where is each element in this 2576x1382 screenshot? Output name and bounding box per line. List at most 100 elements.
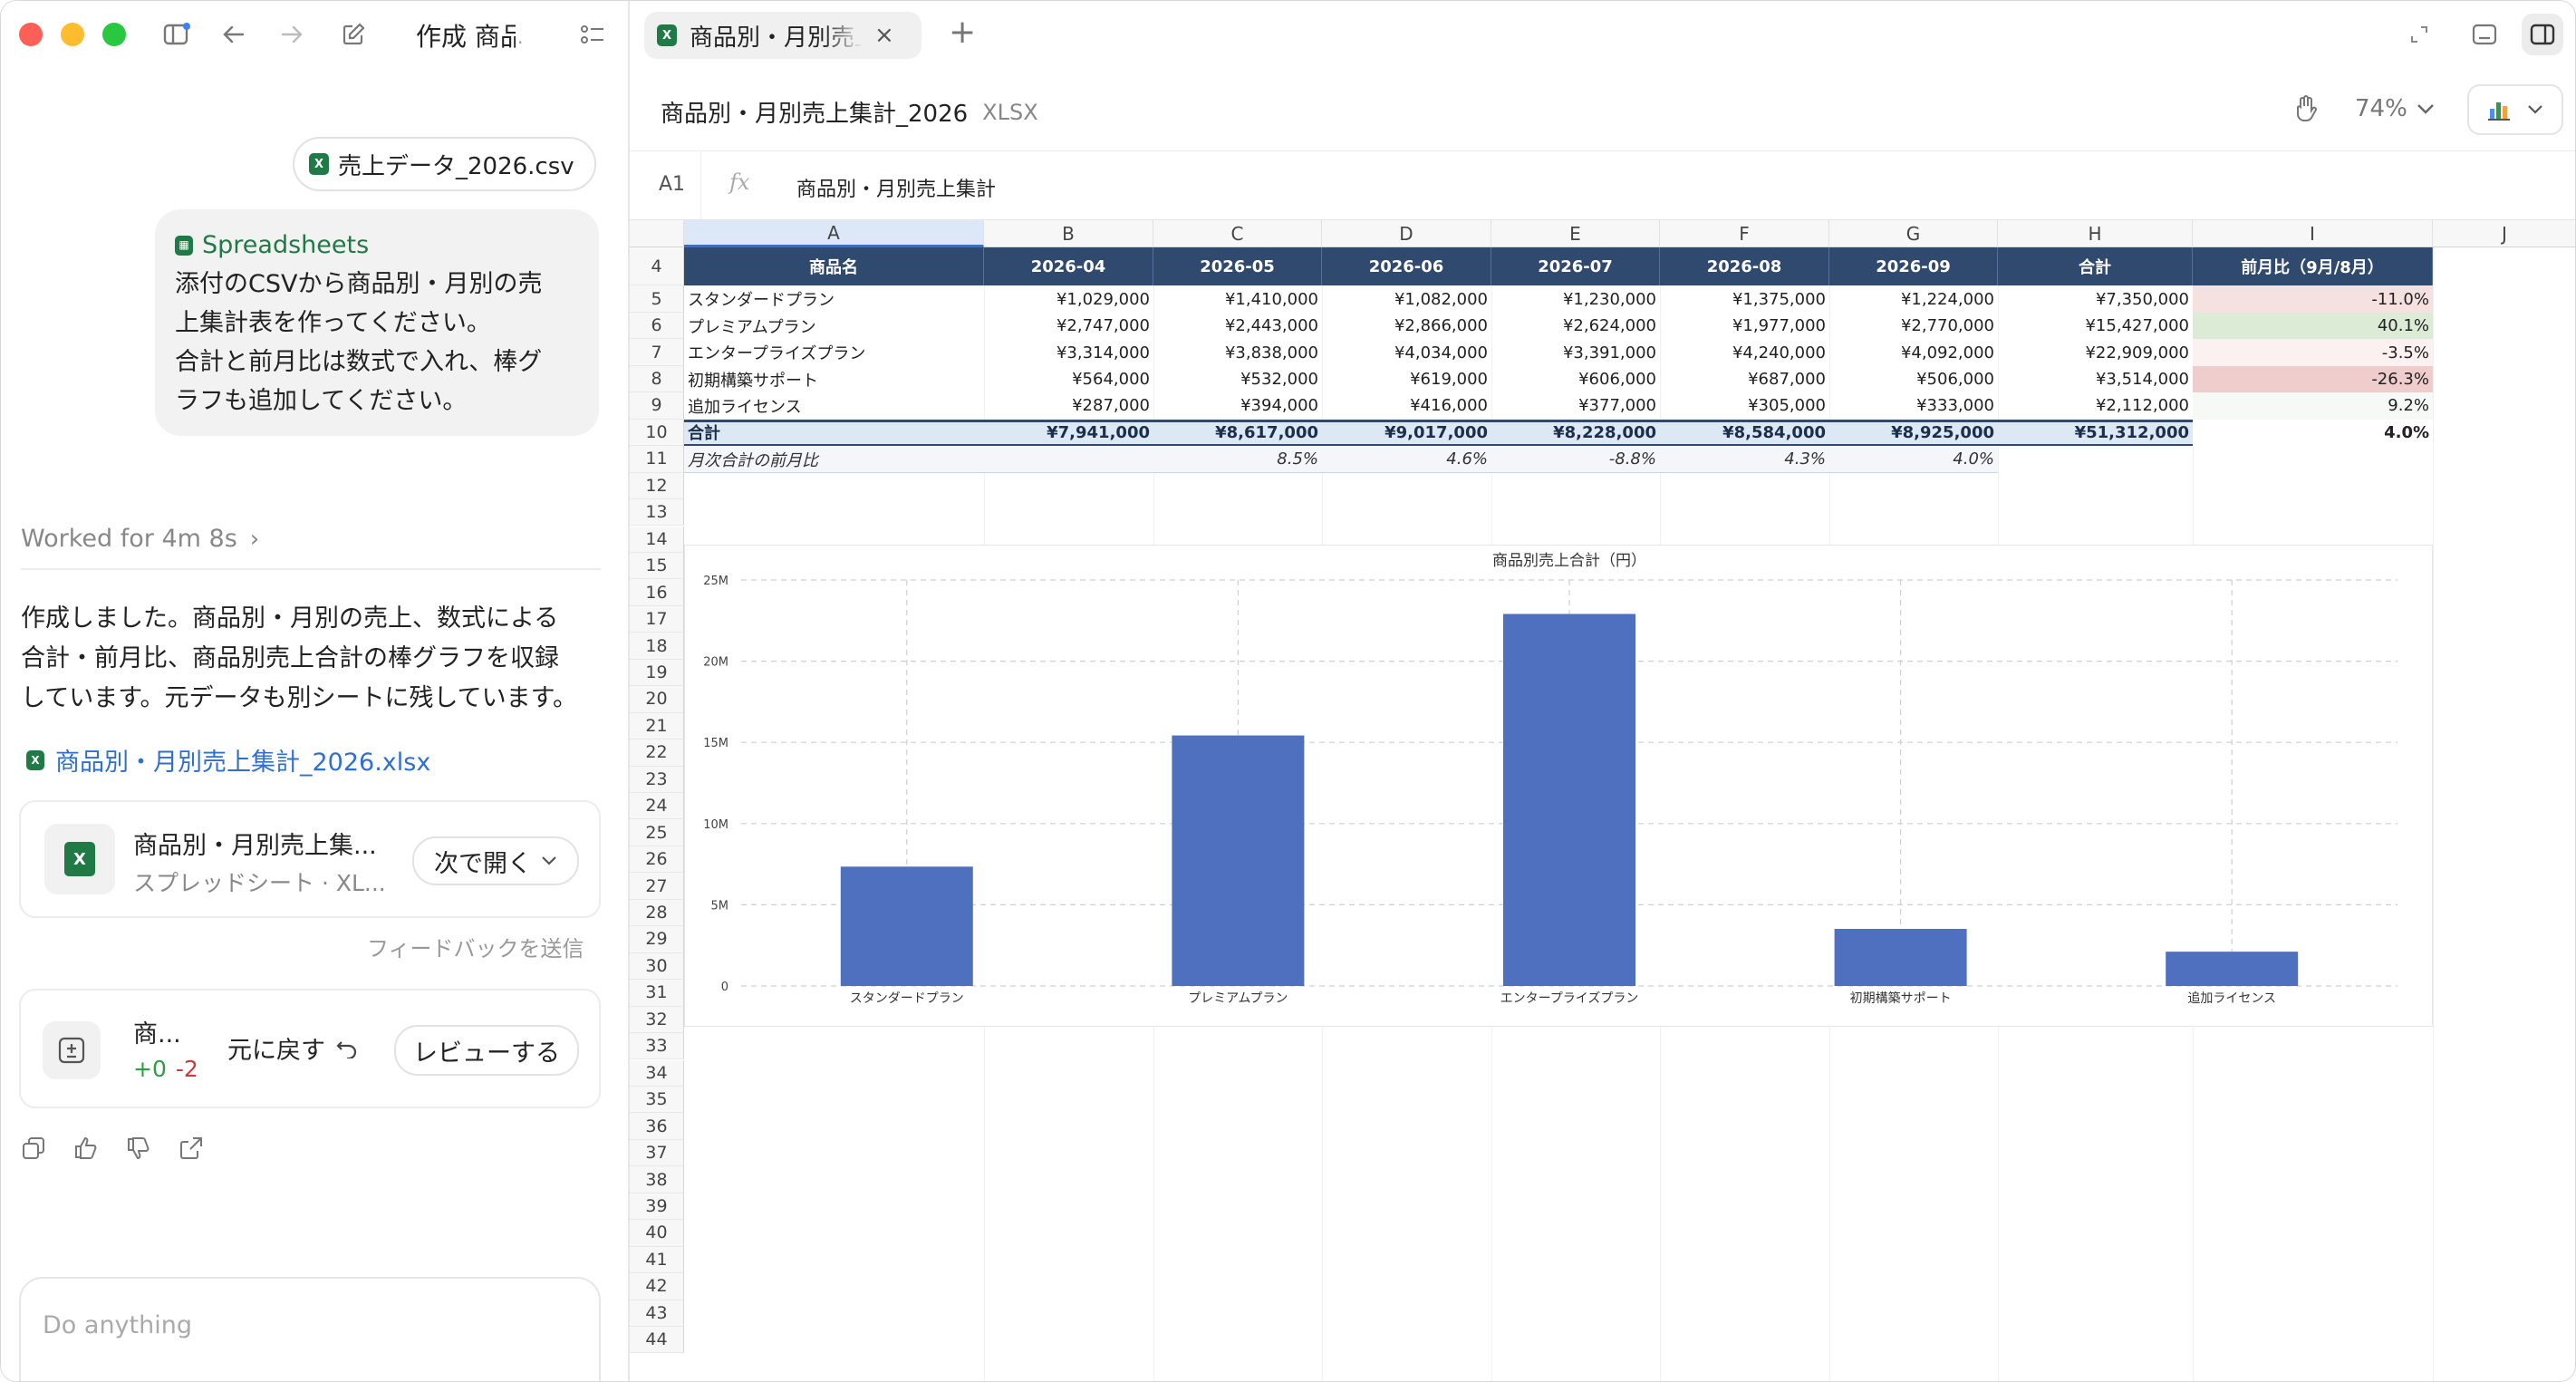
sales-value-cell[interactable]: ¥1,375,000: [1732, 289, 1826, 309]
monthly-mom-cell[interactable]: 4.3%: [1784, 449, 1826, 469]
row-header[interactable]: 6: [630, 312, 684, 340]
side-panel-toggle-icon[interactable]: [2522, 14, 2563, 55]
row-header[interactable]: 30: [630, 952, 684, 981]
column-header-i[interactable]: I: [2193, 220, 2433, 247]
product-name-cell[interactable]: 初期構築サポート: [688, 371, 818, 391]
column-header-g[interactable]: G: [1829, 220, 1998, 247]
row-header[interactable]: 18: [630, 633, 684, 660]
row-header[interactable]: 13: [630, 499, 684, 527]
mom-cell[interactable]: -3.5%: [2193, 339, 2433, 366]
row-header[interactable]: 28: [630, 899, 684, 927]
row-header[interactable]: 42: [630, 1273, 684, 1300]
row-header[interactable]: 9: [630, 392, 684, 420]
hand-tool-icon[interactable]: [2288, 92, 2324, 128]
thumbs-up-icon[interactable]: [73, 1136, 99, 1161]
row-header[interactable]: 36: [630, 1113, 684, 1140]
sales-value-cell[interactable]: ¥2,443,000: [1224, 316, 1318, 336]
product-name-cell[interactable]: スタンダードプラン: [688, 291, 835, 311]
maximize-window-button[interactable]: [102, 23, 126, 46]
close-tab-icon[interactable]: ×: [874, 22, 894, 49]
row-header[interactable]: 7: [630, 339, 684, 366]
minimize-window-button[interactable]: [61, 23, 84, 46]
forward-arrow-icon[interactable]: [276, 19, 307, 50]
sales-value-cell[interactable]: ¥333,000: [1916, 396, 1994, 416]
sales-value-cell[interactable]: ¥4,240,000: [1732, 343, 1826, 362]
corner-cell[interactable]: [630, 220, 684, 247]
mom-cell[interactable]: 9.2%: [2193, 392, 2433, 420]
row-header[interactable]: 20: [630, 686, 684, 713]
sales-value-cell[interactable]: ¥3,514,000: [2095, 370, 2189, 390]
sheet-grid[interactable]: 商品別売上合計（円） 0 5M 10M 15M 20M 25M スタンダードプラン プレミアムプ…: [630, 220, 2575, 1381]
total-label-cell[interactable]: 合計: [688, 424, 720, 444]
row-header[interactable]: 32: [630, 1006, 684, 1034]
total-value-cell[interactable]: ¥8,584,000: [1722, 422, 1826, 442]
mom-cell[interactable]: -26.3%: [2193, 365, 2433, 393]
composer-box[interactable]: Do anything: [19, 1277, 601, 1381]
bar-chart[interactable]: 商品別売上合計（円） 0 5M 10M 15M 20M 25M スタンダードプラン プレミアムプ…: [684, 545, 2433, 1027]
list-settings-icon[interactable]: [577, 21, 608, 48]
row-header[interactable]: 21: [630, 712, 684, 740]
total-value-cell[interactable]: ¥8,228,000: [1553, 422, 1656, 442]
file-link[interactable]: X 商品別・月別売上集計_2026.xlsx: [26, 742, 430, 778]
sales-value-cell[interactable]: ¥1,082,000: [1394, 289, 1488, 309]
row-header[interactable]: 26: [630, 846, 684, 874]
mom-cell[interactable]: -11.0%: [2193, 285, 2433, 313]
row-header[interactable]: 14: [630, 526, 684, 553]
tab-spreadsheet[interactable]: X 商品別・月別売上集計 ×: [644, 12, 921, 59]
column-header-a[interactable]: A: [684, 220, 984, 247]
new-chat-icon[interactable]: [338, 19, 369, 50]
bottom-panel-icon[interactable]: [2469, 19, 2500, 50]
send-feedback-link[interactable]: フィードバックを送信: [367, 936, 584, 962]
sales-value-cell[interactable]: ¥22,909,000: [2085, 343, 2189, 362]
row-header[interactable]: 19: [630, 659, 684, 687]
column-header-e[interactable]: E: [1491, 220, 1660, 247]
sales-value-cell[interactable]: ¥416,000: [1410, 396, 1488, 416]
row-header[interactable]: 12: [630, 472, 684, 500]
row-header[interactable]: 29: [630, 926, 684, 953]
sales-value-cell[interactable]: ¥2,866,000: [1394, 316, 1488, 336]
sales-value-cell[interactable]: ¥394,000: [1240, 396, 1318, 416]
worked-for-toggle[interactable]: Worked for 4m 8s ›: [21, 525, 259, 553]
sales-value-cell[interactable]: ¥7,350,000: [2095, 289, 2189, 309]
sales-value-cell[interactable]: ¥4,092,000: [1900, 343, 1994, 362]
sales-value-cell[interactable]: ¥2,770,000: [1900, 316, 1994, 336]
total-mom-cell[interactable]: 4.0%: [2193, 419, 2433, 447]
sales-value-cell[interactable]: ¥1,230,000: [1562, 289, 1656, 309]
attached-csv-chip[interactable]: X 売上データ_2026.csv: [293, 137, 596, 191]
monthly-mom-cell[interactable]: [984, 446, 1153, 472]
sales-value-cell[interactable]: ¥2,747,000: [1056, 316, 1150, 336]
sales-value-cell[interactable]: ¥687,000: [1748, 370, 1826, 390]
row-header[interactable]: 11: [630, 446, 684, 473]
cell-reference[interactable]: A1: [659, 173, 686, 196]
column-header-j[interactable]: J: [2433, 220, 2575, 247]
total-value-cell[interactable]: ¥7,941,000: [1047, 422, 1150, 442]
sales-value-cell[interactable]: ¥564,000: [1072, 370, 1150, 390]
sales-value-cell[interactable]: ¥15,427,000: [2085, 316, 2189, 336]
sales-value-cell[interactable]: ¥606,000: [1578, 370, 1656, 390]
chart-menu-button[interactable]: [2467, 84, 2563, 135]
close-window-button[interactable]: [19, 23, 43, 46]
row-header[interactable]: 25: [630, 819, 684, 846]
product-name-cell[interactable]: プレミアムプラン: [688, 317, 816, 337]
total-value-cell[interactable]: ¥9,017,000: [1384, 422, 1488, 442]
sales-value-cell[interactable]: ¥532,000: [1240, 370, 1318, 390]
total-value-cell[interactable]: ¥8,925,000: [1891, 422, 1994, 442]
revert-button[interactable]: 元に戻す: [227, 1030, 358, 1066]
monthly-mom-cell[interactable]: 8.5%: [1277, 449, 1318, 469]
row-header[interactable]: 39: [630, 1193, 684, 1221]
row-header[interactable]: 35: [630, 1086, 684, 1114]
sales-value-cell[interactable]: ¥1,410,000: [1224, 289, 1318, 309]
column-header-d[interactable]: D: [1322, 220, 1491, 247]
row-header[interactable]: 5: [630, 285, 684, 313]
sales-value-cell[interactable]: ¥506,000: [1916, 370, 1994, 390]
zoom-control[interactable]: 74%: [2355, 95, 2435, 122]
row-header[interactable]: 24: [630, 793, 684, 820]
row-header[interactable]: 44: [630, 1327, 684, 1354]
column-header-b[interactable]: B: [984, 220, 1153, 247]
thumbs-down-icon[interactable]: [126, 1136, 151, 1161]
sales-value-cell[interactable]: ¥3,838,000: [1224, 343, 1318, 362]
row-header[interactable]: 33: [630, 1033, 684, 1060]
column-header-f[interactable]: F: [1660, 220, 1829, 247]
review-button[interactable]: レビューする: [394, 1025, 579, 1076]
sales-value-cell[interactable]: ¥2,624,000: [1562, 316, 1656, 336]
